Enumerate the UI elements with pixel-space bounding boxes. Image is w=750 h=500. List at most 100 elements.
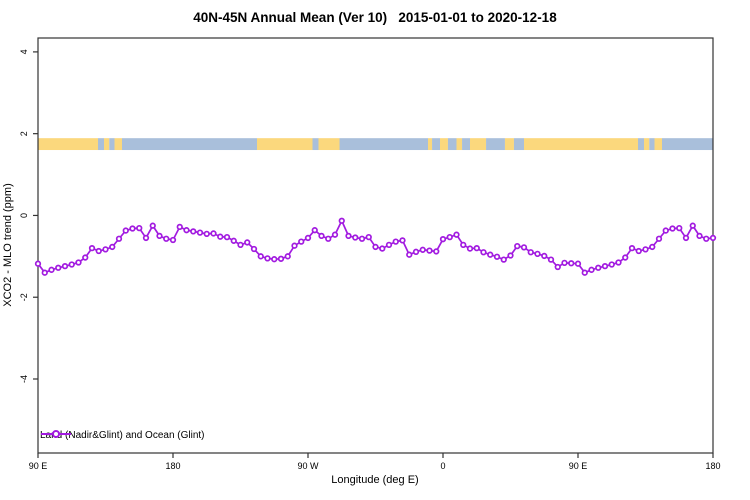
data-point bbox=[331, 231, 339, 238]
data-point bbox=[136, 224, 143, 232]
data-point bbox=[169, 236, 177, 244]
data-point bbox=[358, 235, 366, 242]
band-segment-land bbox=[114, 138, 122, 151]
data-point bbox=[237, 241, 244, 249]
data-point bbox=[244, 239, 251, 246]
band-segment-land bbox=[456, 138, 463, 151]
band-segment-ocean bbox=[649, 138, 655, 151]
data-point bbox=[230, 237, 237, 244]
data-point bbox=[88, 245, 96, 252]
band-segment-land bbox=[428, 138, 433, 151]
data-point bbox=[412, 248, 420, 255]
data-point bbox=[122, 227, 129, 234]
x-tick-label: 90 E bbox=[569, 461, 588, 471]
data-point bbox=[223, 233, 231, 241]
band-segment-land bbox=[644, 138, 650, 151]
data-point bbox=[615, 259, 622, 266]
data-point bbox=[61, 262, 69, 270]
data-point bbox=[365, 233, 372, 241]
data-point bbox=[703, 235, 710, 242]
data-point bbox=[480, 249, 487, 256]
legend-marker-icon bbox=[41, 430, 71, 438]
data-point bbox=[392, 238, 399, 245]
data-point bbox=[676, 224, 683, 232]
band-segment-ocean bbox=[109, 138, 115, 151]
data-point bbox=[284, 253, 291, 260]
data-point bbox=[82, 254, 89, 261]
data-point bbox=[574, 260, 582, 267]
data-point bbox=[183, 227, 190, 234]
band-segment-ocean bbox=[447, 138, 457, 151]
y-tick-label: -4 bbox=[19, 375, 29, 383]
band-segment-ocean bbox=[122, 138, 257, 151]
data-point bbox=[419, 246, 426, 253]
band-segment-ocean bbox=[98, 138, 104, 151]
data-point bbox=[595, 264, 602, 271]
data-point bbox=[527, 249, 534, 256]
data-point bbox=[129, 225, 136, 232]
data-point bbox=[68, 261, 75, 268]
data-point bbox=[142, 234, 150, 242]
data-point bbox=[176, 223, 183, 231]
data-point bbox=[662, 227, 669, 234]
chart-title: 40N-45N Annual Mean (Ver 10) 2015-01-01 … bbox=[193, 10, 557, 25]
data-point bbox=[493, 253, 501, 260]
data-point bbox=[257, 253, 264, 260]
data-point bbox=[507, 252, 514, 259]
data-point bbox=[426, 247, 433, 254]
data-point bbox=[588, 266, 595, 273]
data-point bbox=[345, 232, 352, 240]
legend-label: Land (Nadir&Glint) and Ocean (Glint) bbox=[40, 429, 205, 441]
data-point bbox=[622, 254, 629, 261]
data-point bbox=[568, 260, 575, 267]
band-segment-land bbox=[38, 138, 98, 151]
data-point bbox=[291, 242, 298, 249]
x-tick-label: 90 W bbox=[297, 461, 319, 471]
data-point bbox=[149, 222, 156, 229]
data-point bbox=[669, 225, 676, 232]
data-point bbox=[250, 245, 258, 253]
data-point bbox=[311, 227, 318, 234]
plot-box bbox=[37, 37, 714, 454]
data-point bbox=[453, 231, 460, 238]
y-tick-label: 4 bbox=[19, 49, 29, 54]
band-segment-land bbox=[654, 138, 662, 151]
band-segment-land bbox=[504, 138, 514, 151]
data-point bbox=[372, 243, 379, 251]
data-point bbox=[689, 222, 696, 229]
data-point bbox=[406, 251, 413, 258]
data-point bbox=[156, 232, 163, 240]
data-point bbox=[534, 250, 541, 258]
data-point bbox=[190, 228, 197, 235]
band-segment-land bbox=[257, 138, 313, 151]
data-point bbox=[682, 234, 690, 242]
band-segment-land bbox=[440, 138, 448, 151]
data-point bbox=[217, 233, 224, 240]
data-point bbox=[473, 245, 480, 252]
data-point bbox=[446, 233, 453, 241]
data-point bbox=[547, 256, 555, 263]
band-segment-land bbox=[104, 138, 110, 151]
data-point bbox=[338, 217, 345, 224]
data-point bbox=[466, 245, 474, 252]
data-point bbox=[581, 269, 588, 276]
data-point bbox=[41, 269, 48, 276]
data-point bbox=[325, 235, 332, 242]
data-point bbox=[34, 260, 42, 267]
x-tick-label: 0 bbox=[440, 461, 445, 471]
data-point bbox=[520, 244, 528, 251]
data-point bbox=[298, 238, 305, 245]
data-point bbox=[439, 236, 447, 243]
x-tick-label: 180 bbox=[705, 461, 720, 471]
band-segment-ocean bbox=[462, 138, 470, 151]
data-point bbox=[433, 248, 440, 255]
data-point bbox=[55, 264, 62, 271]
data-point bbox=[500, 256, 507, 263]
data-point bbox=[655, 235, 663, 242]
data-point bbox=[75, 259, 82, 266]
data-point bbox=[203, 230, 210, 237]
data-point bbox=[271, 256, 278, 263]
data-point bbox=[628, 245, 636, 252]
y-tick-label: 2 bbox=[19, 131, 29, 136]
data-point bbox=[385, 241, 393, 249]
